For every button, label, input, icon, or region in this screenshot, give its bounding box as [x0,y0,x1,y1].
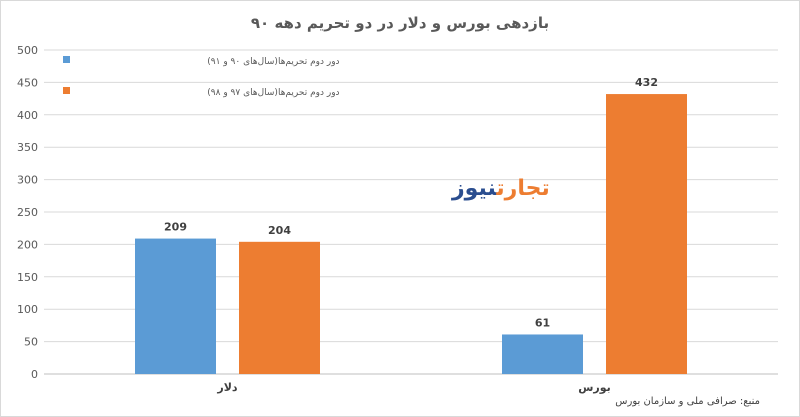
y-tick-label: 400 [17,109,38,122]
y-tick-label: 500 [17,44,38,57]
y-tick-labels: 0 50 100 150 200 250 300 350 400 450 500 [17,44,38,381]
legend: دور دوم تحریم‌ها(سال‌های ۹۰ و ۹۱) دور دوم… [63,56,340,98]
y-tick-label: 150 [17,271,38,284]
y-tick-label: 50 [24,336,38,349]
bar [502,334,583,374]
y-tick-label: 200 [17,238,38,251]
category-label: بورس [578,381,611,394]
brand-logo: تجارتنیوز [452,176,550,201]
y-tick-label: 300 [17,174,38,187]
data-label: 204 [268,224,291,237]
bar [239,241,320,374]
y-tick-label: 100 [17,303,38,316]
y-tick-label: 350 [17,141,38,154]
y-tick-label: 0 [31,368,38,381]
y-tick-label: 450 [17,76,38,89]
bars [135,94,687,375]
legend-swatch [63,56,70,63]
bar [135,238,216,374]
data-label: 432 [635,76,658,89]
legend-swatch [63,87,70,94]
y-tick-label: 250 [17,206,38,219]
source-note: منبع: صرافی ملی و سازمان بورس [615,396,760,407]
data-label: 209 [164,221,187,234]
legend-entry: دور دوم تحریم‌ها(سال‌های ۹۰ و ۹۱) [207,57,339,67]
category-labels: دلار بورس [216,381,610,394]
chart-title: بازدهی بورس و دلار در دو تحریم دهه ۹۰ [250,14,550,32]
bar [606,94,687,375]
data-label: 61 [535,316,550,329]
data-labels: 209 204 61 432 [164,76,658,329]
legend-entry: دور دوم تحریم‌ها(سال‌های ۹۷ و ۹۸) [207,88,339,98]
category-label: دلار [216,381,238,394]
